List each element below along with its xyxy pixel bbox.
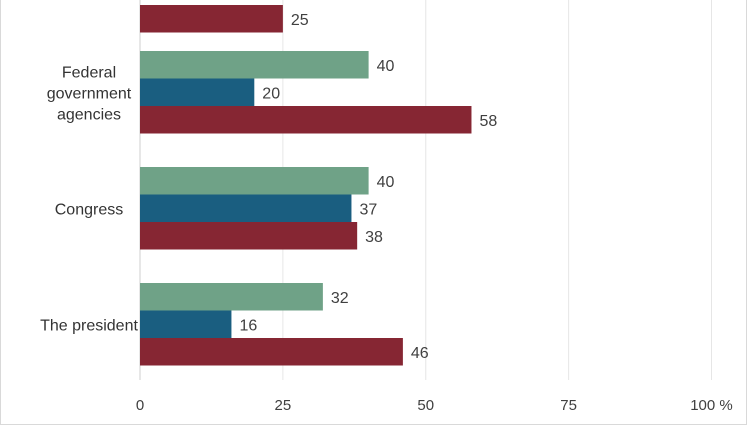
bar — [140, 106, 472, 134]
bar — [140, 338, 403, 366]
bar — [140, 51, 369, 79]
bar — [140, 5, 283, 33]
bar — [140, 310, 232, 338]
category-label: Federal government agencies — [47, 64, 132, 123]
data-label: 16 — [239, 317, 257, 334]
category-label-line: The president — [40, 317, 138, 334]
data-label: 37 — [359, 201, 377, 218]
bar — [140, 167, 369, 195]
bar — [140, 78, 255, 106]
data-label: 32 — [331, 290, 349, 307]
bar — [140, 283, 323, 311]
x-tick-label: 25 — [275, 397, 292, 414]
category-label-line: government — [47, 85, 132, 102]
data-label: 20 — [262, 85, 280, 102]
data-label: 40 — [377, 174, 395, 191]
x-tick-label: 0 — [136, 397, 144, 414]
x-tick-label: 50 — [417, 397, 434, 414]
category-label-line: agencies — [57, 106, 121, 123]
x-tick-labels: 0 25 50 75 100 % — [136, 397, 733, 414]
data-label: 38 — [365, 229, 383, 246]
bar — [140, 222, 358, 250]
bar — [140, 194, 352, 222]
bars — [140, 5, 472, 366]
data-label: 58 — [479, 113, 497, 130]
x-tick-label: 100 % — [690, 397, 733, 414]
x-tick-label: 75 — [560, 397, 577, 414]
data-label: 46 — [411, 345, 429, 362]
data-label: 25 — [291, 12, 309, 29]
category-label-line: Congress — [55, 201, 123, 218]
data-label: 40 — [377, 58, 395, 75]
category-label: The president — [40, 317, 138, 334]
category-labels: Federal government agencies Congress The pre… — [40, 64, 138, 334]
category-label-line: Federal — [62, 64, 116, 81]
category-label: Congress — [55, 201, 123, 218]
